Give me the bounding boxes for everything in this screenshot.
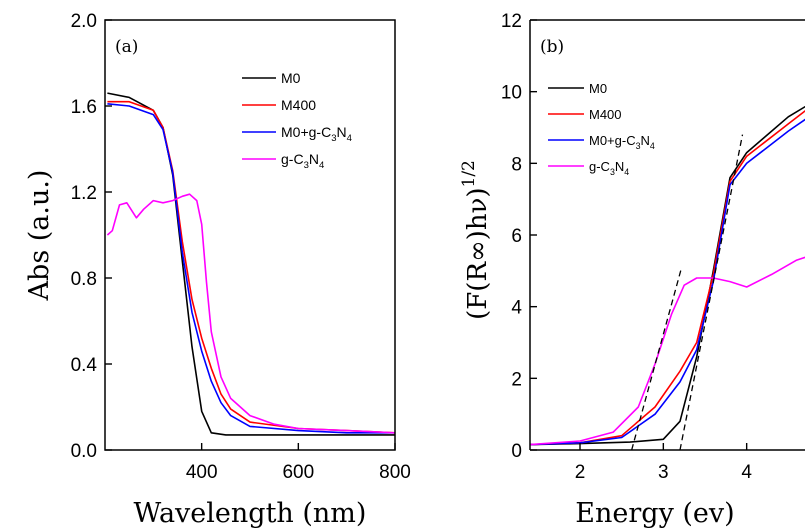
panel-b-xtick-label-2: 4	[741, 462, 752, 483]
panel-b-ylabel-group: (F(R∞)hν)1/2	[459, 160, 493, 320]
panel-b-legend: M0 M400 M0+g-C3N4 g-C3N4	[548, 81, 655, 177]
panel-b-series-group	[530, 105, 805, 450]
panel-b-ylabel-sup: 1/2	[459, 160, 479, 187]
panel-b-legend-label-2: M0+g-C3N4	[589, 133, 655, 151]
panel-a-series-line-3	[106, 193, 395, 434]
panel-a-ytick-label-0: 0.0	[71, 441, 97, 462]
panel-b-series-line-3	[530, 256, 805, 446]
panel-b-xlabel: Energy (ev)	[575, 498, 734, 529]
panel-a-xtick-label-2: 800	[379, 462, 411, 483]
panel-b-series-line-0	[530, 105, 805, 446]
panel-b-xtick-label-0: 2	[575, 462, 586, 483]
panel-a-xtick-label-0: 400	[186, 462, 218, 483]
panel-a-ytick-label-1: 0.4	[71, 355, 98, 376]
panel-b-ytick-label-5: 10	[501, 83, 522, 104]
panel-a: 400 600 800 0.0 0.4 0.8 1.2 1.6 2.0 (a) Waveleng…	[24, 11, 411, 529]
panel-b-ylabel: (F(R∞)hν)1/2	[459, 160, 493, 320]
panel-b-legend-label-1: M400	[589, 107, 622, 122]
panel-a-legend-label-2: M0+g-C3N4	[281, 124, 353, 144]
panel-a-series-line-1	[107, 100, 395, 434]
panel-a-xtick-label-1: 600	[282, 462, 314, 483]
panel-b-ylabel-main: (F(R∞)hν)	[463, 187, 493, 319]
panel-b-legend-label-3: g-C3N4	[589, 159, 629, 177]
panel-a-ytick-label-5: 2.0	[71, 11, 97, 32]
panel-b-ticks: 2345024681012	[501, 11, 753, 483]
panel-a-legend: M0 M400 M0+g-C3N4 g-C3N4	[242, 70, 353, 171]
panel-a-label: (a)	[115, 37, 138, 57]
panel-a-series-group	[106, 92, 395, 436]
panel-a-ytick-label-2: 0.8	[71, 269, 97, 290]
panel-a-series-line-2	[107, 103, 395, 434]
panel-b-series-line-1	[530, 109, 805, 446]
panel-a-ytick-label-4: 1.6	[71, 97, 97, 118]
panel-a-legend-label-0: M0	[281, 70, 301, 86]
panel-a-ylabel: Abs (a.u.)	[24, 170, 55, 302]
panel-b-ytick-label-1: 2	[511, 369, 522, 390]
panel-b-ytick-label-6: 12	[501, 11, 522, 32]
panel-b-legend-label-0: M0	[589, 81, 607, 96]
panel-b-ytick-label-3: 6	[511, 226, 522, 247]
panel-a-series-line-0	[107, 92, 395, 436]
panel-b-tangent-line-0	[631, 267, 683, 450]
panel-b-tangent-line-1	[679, 134, 744, 450]
panel-a-ticks: 400 600 800 0.0 0.4 0.8 1.2 1.6 2.0	[71, 11, 411, 483]
panel-b-xtick-label-1: 3	[658, 462, 669, 483]
panel-b-label: (b)	[540, 37, 564, 57]
panel-b-ytick-label-0: 0	[511, 441, 522, 462]
panel-b-ytick-label-2: 4	[511, 298, 522, 319]
panel-a-xlabel: Wavelength (nm)	[134, 498, 367, 529]
panel-a-legend-label-3: g-C3N4	[281, 151, 325, 171]
panel-a-frame	[104, 19, 396, 451]
panel-b: 2345024681012 (b) Energy (ev) (F(R∞)hν)1…	[459, 11, 805, 529]
panel-a-ytick-label-3: 1.2	[71, 183, 97, 204]
panel-a-legend-label-1: M400	[281, 97, 316, 113]
panel-b-ytick-label-4: 8	[511, 154, 522, 175]
